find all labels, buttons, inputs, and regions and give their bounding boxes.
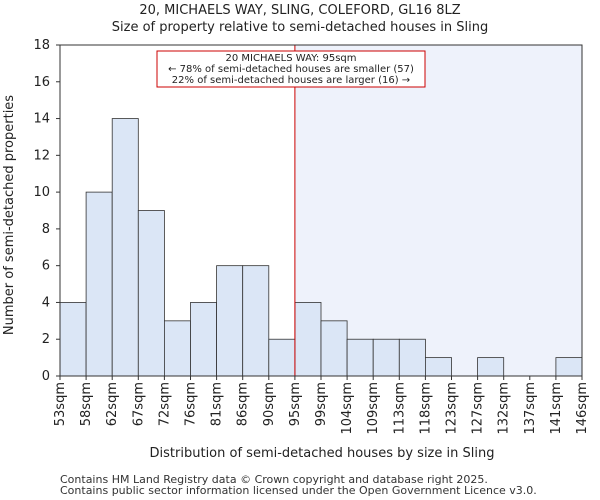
chart-subtitle: Size of property relative to semi-detach… xyxy=(112,20,489,35)
x-tick-label: 58sqm xyxy=(79,382,94,426)
x-tick-label: 67sqm xyxy=(131,382,146,426)
x-tick-label: 90sqm xyxy=(262,382,277,426)
y-tick-label: 8 xyxy=(42,222,50,237)
x-tick-label: 132sqm xyxy=(497,382,512,435)
bar-127sqm xyxy=(477,357,505,377)
annotation-line1: 20 MICHAELS WAY: 95sqm xyxy=(226,53,357,64)
bar-99sqm xyxy=(320,320,348,377)
x-tick-label: 123sqm xyxy=(445,382,460,435)
bar-81sqm xyxy=(216,265,244,377)
x-tick-label: 104sqm xyxy=(340,382,355,435)
y-tick-label: 0 xyxy=(42,369,50,384)
x-tick-label: 137sqm xyxy=(523,382,538,435)
x-tick-label: 95sqm xyxy=(288,382,303,426)
y-tick-label: 4 xyxy=(42,295,50,310)
plot-area: 0 2 4 6 8 10 12 14 16 18 53sqm 58sqm 62sqm 67sqm 72sqm… xyxy=(33,38,590,435)
annotation-line3: 22% of semi-detached houses are larger (… xyxy=(172,75,410,86)
bar-95sqm xyxy=(294,302,322,377)
bar-67sqm xyxy=(137,210,165,377)
bar-90sqm xyxy=(268,338,296,377)
y-tick-label: 18 xyxy=(33,38,50,53)
x-tick-label: 53sqm xyxy=(53,382,68,426)
x-tick-label: 81sqm xyxy=(210,382,225,426)
x-axis-label: Distribution of semi-detached houses by … xyxy=(150,446,495,461)
footer-line-2: Contains public sector information licen… xyxy=(60,484,537,497)
y-tick-label: 12 xyxy=(33,148,50,163)
y-tick-label: 16 xyxy=(33,75,50,90)
bar-109sqm xyxy=(372,338,400,377)
x-tick-label: 76sqm xyxy=(184,382,199,426)
bar-118sqm xyxy=(424,357,452,377)
footer-line-1: Contains HM Land Registry data © Crown c… xyxy=(60,473,488,486)
y-tick-label: 6 xyxy=(42,259,50,274)
bar-72sqm xyxy=(163,320,191,377)
bar-62sqm xyxy=(111,118,139,377)
x-tick-label: 113sqm xyxy=(392,382,407,435)
annotation-line2: ← 78% of semi-detached houses are smalle… xyxy=(168,64,414,75)
x-tick-label: 72sqm xyxy=(157,382,172,426)
bar-104sqm xyxy=(346,338,374,377)
chart-title: 20, MICHAELS WAY, SLING, COLEFORD, GL16 … xyxy=(139,3,460,18)
x-tick-label: 118sqm xyxy=(418,382,433,435)
x-tick-label: 109sqm xyxy=(366,382,381,435)
bar-141sqm xyxy=(555,357,583,377)
bar-76sqm xyxy=(190,302,218,377)
x-tick-label: 146sqm xyxy=(575,382,590,435)
x-tick-label: 86sqm xyxy=(236,382,251,426)
y-tick-label: 10 xyxy=(33,185,50,200)
y-tick-label: 2 xyxy=(42,332,50,347)
annotation-box xyxy=(156,50,426,88)
bar-113sqm xyxy=(398,338,426,377)
bar-86sqm xyxy=(242,265,270,377)
y-axis-label: Number of semi-detached properties xyxy=(2,95,17,335)
x-tick-label: 127sqm xyxy=(471,382,486,435)
x-tick-label: 99sqm xyxy=(314,382,329,426)
bar-53sqm xyxy=(59,302,87,377)
x-tick-label: 62sqm xyxy=(105,382,120,426)
x-tick-label: 141sqm xyxy=(549,382,564,435)
y-tick-label: 14 xyxy=(33,112,50,127)
bar-58sqm xyxy=(85,191,113,377)
